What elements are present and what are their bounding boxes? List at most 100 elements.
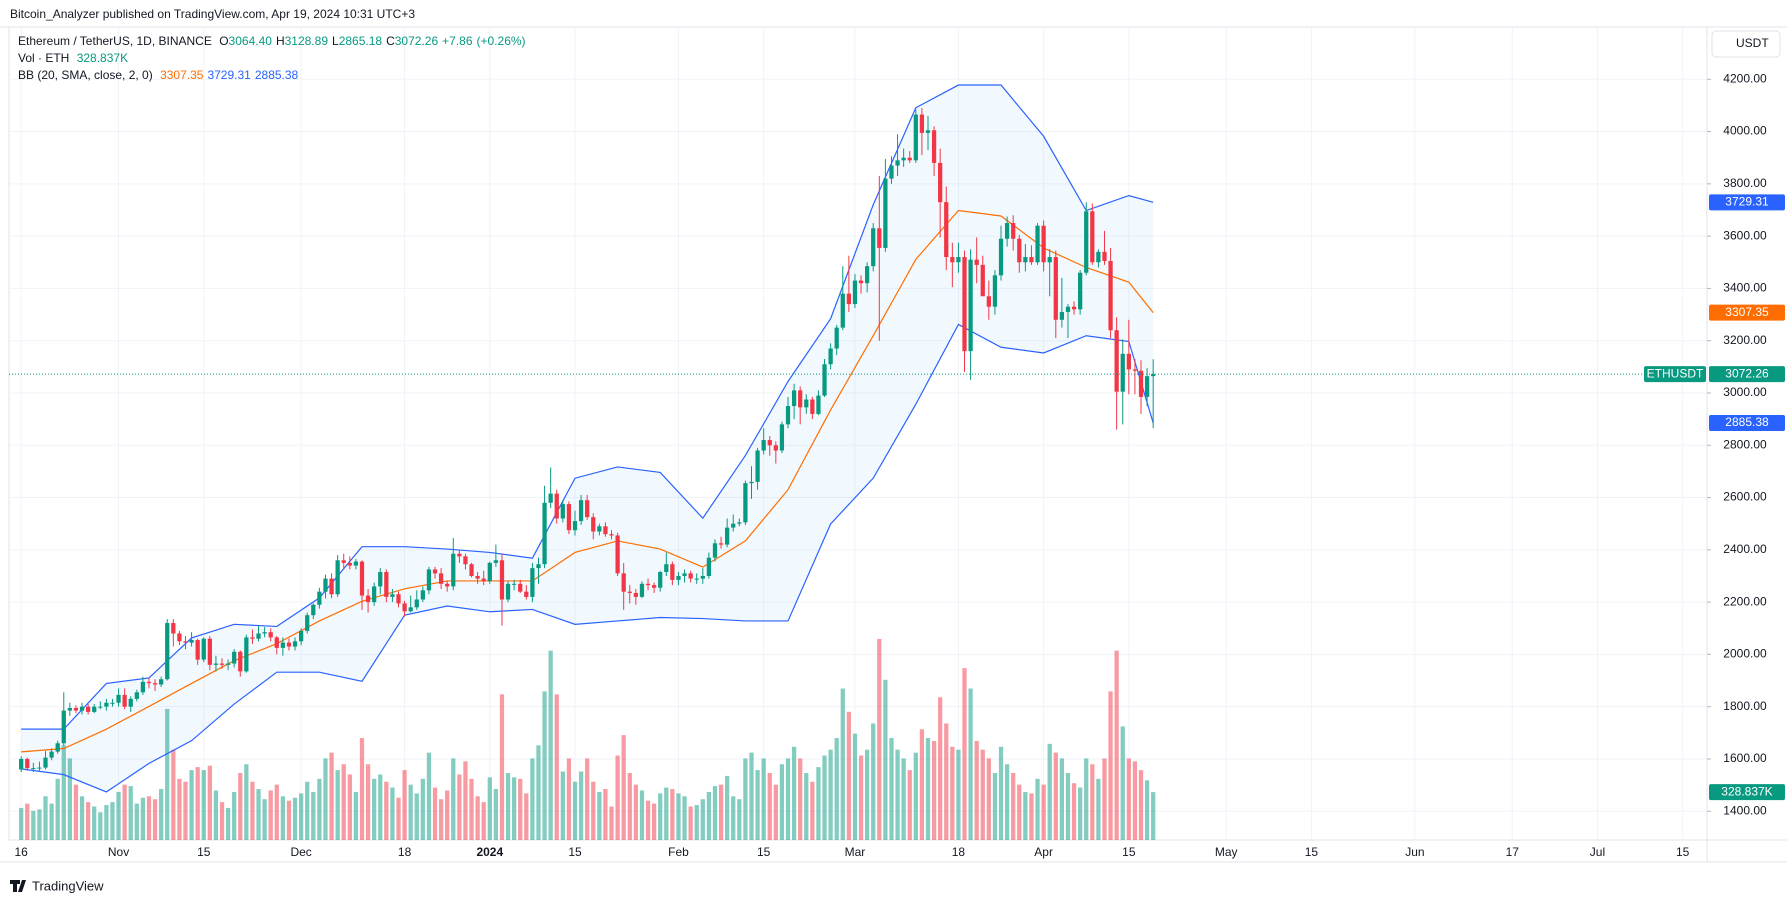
volume-bar xyxy=(737,799,742,840)
volume-bar xyxy=(877,639,882,840)
candle-body xyxy=(152,683,158,685)
candle-body xyxy=(305,615,310,631)
candle-body xyxy=(1023,257,1028,263)
candle-body xyxy=(213,663,219,665)
candle-body xyxy=(1065,306,1071,312)
volume-bar xyxy=(944,723,949,840)
volume-bar xyxy=(621,735,626,840)
candle-body xyxy=(530,568,535,597)
candle-body xyxy=(1071,306,1077,310)
candle-body xyxy=(834,327,839,349)
candle-body xyxy=(931,130,937,163)
volume-bar xyxy=(645,800,651,840)
candle-body xyxy=(1035,225,1040,263)
volume-bar xyxy=(1078,787,1083,840)
candle-body xyxy=(1132,369,1138,371)
bb-upper-line xyxy=(21,84,1154,730)
volume-bar xyxy=(980,749,985,840)
volume-bar xyxy=(779,764,785,840)
volume-bar xyxy=(256,789,261,840)
volume-bar xyxy=(846,711,852,840)
candle-body xyxy=(828,348,833,365)
x-tick-label: 15 xyxy=(197,845,211,859)
y-tick-label: 1400.00 xyxy=(1723,803,1767,817)
volume-bar xyxy=(463,761,468,840)
candle-body xyxy=(700,575,705,579)
candle-body xyxy=(615,535,620,574)
candle-body xyxy=(877,228,882,248)
candle-body xyxy=(578,500,584,522)
candle-body xyxy=(256,633,261,639)
volume-bar xyxy=(864,749,870,840)
volume-bar xyxy=(633,784,638,840)
volume-bar xyxy=(152,799,158,840)
volume-bar xyxy=(67,758,72,840)
volume-bar xyxy=(359,738,365,840)
candle-body xyxy=(944,202,949,258)
candle-body xyxy=(134,692,139,699)
volume-bar xyxy=(706,791,712,840)
candle-body xyxy=(895,160,900,166)
candle-body xyxy=(195,640,200,660)
volume-bar xyxy=(694,805,699,840)
volume-bar xyxy=(201,770,206,840)
volume-value: 328.837K xyxy=(76,51,129,65)
volume-bar xyxy=(566,758,572,840)
candle-body xyxy=(341,560,346,563)
volume-bar xyxy=(390,787,395,840)
y-tick-label: 2600.00 xyxy=(1723,490,1767,504)
volume-bar xyxy=(457,774,462,840)
volume-bar xyxy=(432,787,438,840)
candle-body xyxy=(438,573,444,584)
x-tick-label: 2024 xyxy=(476,845,503,859)
volume-bar xyxy=(712,786,718,840)
volume-bar xyxy=(1108,691,1113,840)
volume-bar xyxy=(773,784,778,840)
candle-body xyxy=(1084,211,1089,273)
volume-bar xyxy=(134,803,139,840)
volume-bar xyxy=(858,755,864,840)
x-tick-label: 16 xyxy=(14,845,28,859)
volume-bar xyxy=(323,758,328,840)
x-tick-label: 18 xyxy=(952,845,966,859)
candle-body xyxy=(822,364,827,396)
y-tick-label: 3600.00 xyxy=(1723,228,1767,242)
volume-bar xyxy=(128,786,133,840)
candle-body xyxy=(591,517,596,532)
candle-body xyxy=(998,238,1004,276)
volume-bar xyxy=(572,781,578,840)
candle-body xyxy=(31,768,36,770)
x-tick-label: Nov xyxy=(108,845,129,859)
candle-body xyxy=(658,572,663,588)
candle-body xyxy=(323,578,328,592)
candle-body xyxy=(165,623,170,680)
candle-body xyxy=(725,527,730,545)
candle-body xyxy=(457,553,462,557)
volume-bar xyxy=(292,797,298,840)
currency-button[interactable] xyxy=(1711,30,1781,58)
candle-body xyxy=(633,592,638,597)
volume-bar xyxy=(883,679,888,840)
volume-bar xyxy=(365,764,371,840)
ohlc-key: L xyxy=(332,34,339,48)
ohlc-value: 3128.89 xyxy=(284,34,328,48)
candle-body xyxy=(219,663,225,665)
candle-body xyxy=(651,585,657,588)
candle-body xyxy=(524,591,529,597)
volume-bar xyxy=(767,773,772,840)
candle-body xyxy=(37,767,42,769)
ohlc-value: 3064.40 xyxy=(228,34,272,48)
candle-body xyxy=(864,266,870,284)
candle-body xyxy=(469,564,474,576)
volume-bar xyxy=(116,791,121,840)
volume-bar xyxy=(268,790,273,840)
candle-body xyxy=(749,481,754,484)
candle-body xyxy=(140,681,146,693)
candle-body xyxy=(1047,257,1052,263)
volume-bar xyxy=(785,758,791,840)
candle-body xyxy=(146,681,152,684)
volume-bar xyxy=(548,650,553,840)
candle-body xyxy=(493,560,499,563)
candle-body xyxy=(542,502,547,565)
legend-volume: Vol · ETH 328.837K xyxy=(18,50,132,66)
